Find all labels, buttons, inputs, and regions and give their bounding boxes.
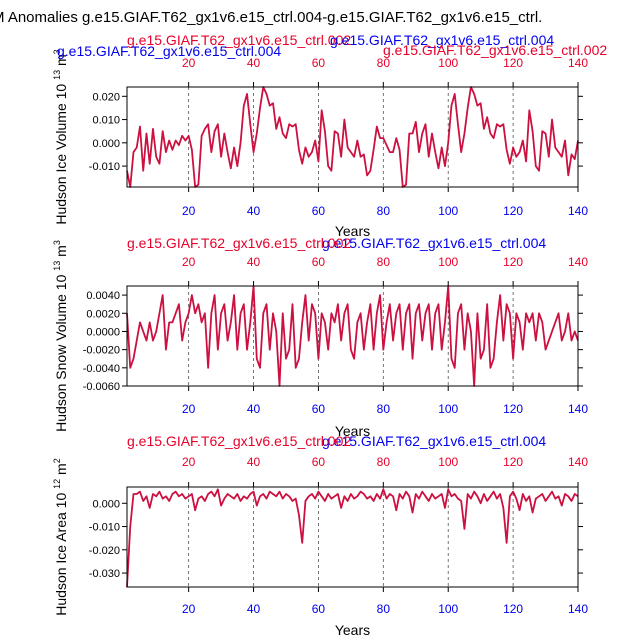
- x-tick-label-top-3-2: 60: [312, 455, 326, 469]
- x-tick-label-top-1-0: 20: [182, 56, 196, 70]
- x-tick-label-top-3-5: 120: [503, 455, 523, 469]
- plot-frame-2: [126, 285, 579, 387]
- y-tick-label-2-1: -0.0040: [83, 363, 120, 375]
- case-red-upper-1: g.e15.GIAF.T62_gx1v6.e15_ctrl.002: [127, 32, 351, 48]
- y-tick-label-1-1: 0.000: [92, 138, 120, 150]
- x-tick-label-bottom-2-4: 100: [438, 402, 458, 416]
- x-tick-label-bottom-2-2: 60: [312, 402, 326, 416]
- x-tick-label-top-1-2: 60: [312, 56, 326, 70]
- x-tick-label-top-1-6: 140: [568, 56, 588, 70]
- x-tick-label-top-2-4: 100: [438, 255, 458, 269]
- x-tick-label-top-2-2: 60: [312, 255, 326, 269]
- x-tick-label-bottom-1-2: 60: [312, 204, 326, 218]
- y-tick-label-2-3: 0.0000: [86, 326, 120, 338]
- x-tick-label-bottom-2-3: 80: [377, 402, 391, 416]
- x-tick-label-bottom-1-5: 120: [503, 204, 523, 218]
- x-tick-label-top-1-5: 120: [503, 56, 523, 70]
- x-tick-label-bottom-2-0: 20: [182, 402, 196, 416]
- x-tick-label-top-1-3: 80: [377, 56, 391, 70]
- x-tick-label-top-2-6: 140: [568, 255, 588, 269]
- y-tick-label-3-1: -0.020: [89, 545, 120, 557]
- case-blue-upper-1: g.e15.GIAF.T62_gx1v6.e15_ctrl.004: [330, 32, 554, 48]
- case-blue-2: g.e15.GIAF.T62_gx1v6.e15_ctrl.004: [322, 235, 546, 251]
- y-tick-label-2-4: 0.0020: [86, 308, 120, 320]
- x-tick-label-bottom-2-6: 140: [568, 402, 588, 416]
- x-tick-label-bottom-3-2: 60: [312, 602, 326, 616]
- x-axis-label-3: Years: [335, 622, 370, 638]
- figure-title: M Anomalies g.e15.GIAF.T62_gx1v6.e15_ctr…: [0, 9, 542, 26]
- x-tick-label-bottom-3-1: 40: [247, 602, 261, 616]
- x-tick-label-top-3-1: 40: [247, 455, 261, 469]
- x-tick-label-bottom-1-4: 100: [438, 204, 458, 218]
- x-tick-label-bottom-1-1: 40: [247, 204, 261, 218]
- case-red-2: g.e15.GIAF.T62_gx1v6.e15_ctrl.002: [127, 235, 351, 251]
- y-tick-label-1-3: 0.020: [92, 91, 120, 103]
- plot-frame-3: [126, 486, 579, 588]
- case-blue-3: g.e15.GIAF.T62_gx1v6.e15_ctrl.004: [322, 433, 546, 449]
- y-tick-label-1-0: -0.010: [89, 161, 120, 173]
- x-tick-label-top-2-3: 80: [377, 255, 391, 269]
- series-line-1: [126, 86, 579, 188]
- series-line-2: [126, 285, 579, 387]
- x-tick-label-top-2-0: 20: [182, 255, 196, 269]
- x-tick-label-bottom-1-6: 140: [568, 204, 588, 218]
- case-blue-1: g.e15.GIAF.T62_gx1v6.e15_ctrl.004: [57, 43, 281, 59]
- x-tick-label-bottom-2-1: 40: [247, 402, 261, 416]
- y-tick-label-3-2: -0.010: [89, 522, 120, 534]
- y-tick-label-2-0: -0.0060: [83, 381, 120, 393]
- x-tick-label-top-1-4: 100: [438, 56, 458, 70]
- x-tick-label-bottom-3-3: 80: [377, 602, 391, 616]
- x-tick-label-bottom-3-5: 120: [503, 602, 523, 616]
- y-tick-label-2-2: -0.0020: [83, 345, 120, 357]
- x-tick-label-top-2-5: 120: [503, 255, 523, 269]
- y-tick-label-1-2: 0.010: [92, 115, 120, 127]
- x-tick-label-top-3-0: 20: [182, 455, 196, 469]
- plot-frame-1: [126, 86, 579, 188]
- x-tick-label-bottom-2-5: 120: [503, 402, 523, 416]
- y-axis-label-2: Hudson Snow Volume 10 13 m3: [52, 240, 69, 432]
- x-tick-label-top-3-3: 80: [377, 455, 391, 469]
- x-tick-label-top-3-4: 100: [438, 455, 458, 469]
- case-red-1: g.e15.GIAF.T62_gx1v6.e15_ctrl.002: [383, 42, 607, 58]
- case-red-3: g.e15.GIAF.T62_gx1v6.e15_ctrl.002: [127, 433, 351, 449]
- x-axis-label-2: Years: [335, 423, 370, 439]
- x-tick-label-bottom-3-0: 20: [182, 602, 196, 616]
- x-tick-label-bottom-3-6: 140: [568, 602, 588, 616]
- y-tick-label-3-3: 0.000: [92, 498, 120, 510]
- y-tick-label-3-0: -0.030: [89, 568, 120, 580]
- x-tick-label-top-1-1: 40: [247, 56, 261, 70]
- x-tick-label-top-3-6: 140: [568, 455, 588, 469]
- x-axis-label-1: Years: [335, 223, 370, 239]
- x-tick-label-bottom-1-0: 20: [182, 204, 196, 218]
- x-tick-label-bottom-3-4: 100: [438, 602, 458, 616]
- y-tick-label-2-5: 0.0040: [86, 290, 120, 302]
- series-line-3: [126, 488, 579, 588]
- x-tick-label-bottom-1-3: 80: [377, 204, 391, 218]
- x-tick-label-top-2-1: 40: [247, 255, 261, 269]
- y-axis-label-1: Hudson Ice Volume 10 13 m3: [52, 49, 69, 224]
- y-axis-label-3: Hudson Ice Area 10 12 m2: [52, 458, 69, 615]
